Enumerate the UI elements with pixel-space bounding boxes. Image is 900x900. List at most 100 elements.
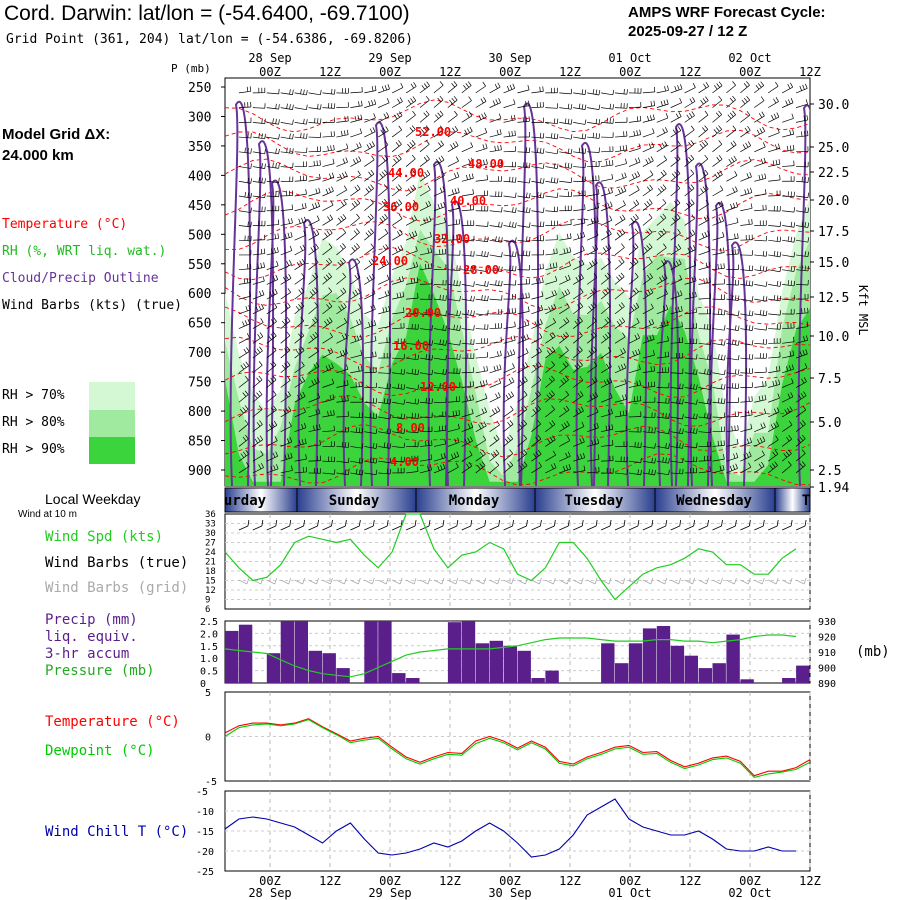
wind-barb [252, 163, 266, 169]
wind-barb [768, 351, 781, 359]
wind-barb [322, 186, 334, 197]
wind-barb-true [238, 519, 250, 531]
wind-barb [364, 443, 378, 449]
wind-barb [433, 279, 447, 286]
wind-barb [726, 233, 739, 241]
wind-barb-grid [545, 577, 556, 585]
wind-barb [447, 410, 461, 418]
wind-barb [447, 382, 461, 388]
wind-barb [684, 276, 697, 285]
wind-barb [350, 128, 363, 138]
wind-barb [670, 414, 684, 420]
wind-barb [266, 88, 280, 95]
temperature-contour [225, 158, 810, 192]
wind-barb [642, 156, 654, 167]
wind-barb [392, 354, 405, 360]
wind-barb [587, 104, 601, 110]
precip-bar [517, 650, 531, 683]
wind-barb [447, 423, 460, 433]
wind-barb [475, 190, 489, 197]
wind-barb [795, 434, 806, 447]
wind-barb [238, 291, 251, 300]
height-tick-label: 15.0 [818, 256, 849, 271]
precip-tick-label: 2.0 [200, 629, 218, 640]
wind-barb [280, 316, 291, 329]
wind-barb [754, 281, 768, 287]
wind-barb [698, 308, 711, 315]
wind-barb [545, 289, 557, 300]
wind-barb [531, 163, 545, 169]
wind-barb [517, 250, 531, 257]
wind-barb [781, 449, 792, 462]
cloud-outline [589, 181, 612, 486]
precip-bar [684, 655, 698, 683]
wind-barb-true [600, 519, 612, 531]
wind-barb [684, 82, 696, 94]
temperature-contour [225, 424, 810, 458]
wind-barb [670, 428, 684, 435]
wind-barb [740, 296, 754, 302]
wind-barb [503, 265, 517, 272]
wind-barb [587, 147, 600, 153]
wind-barb [266, 405, 277, 418]
wind-barb [378, 321, 391, 329]
wind-barb-true [364, 519, 375, 531]
wind-barb [405, 110, 416, 123]
wind-barb [531, 318, 543, 329]
wind-barb [364, 85, 377, 94]
wind-barb [475, 280, 489, 287]
wind-barb [406, 323, 419, 330]
wind-barb [740, 423, 753, 433]
wind-barb [601, 117, 614, 124]
temperature-contour [225, 365, 810, 398]
wind-barb [238, 405, 249, 418]
wind-barb [392, 275, 404, 285]
wind-barb [600, 346, 612, 359]
wind-barb [294, 422, 307, 433]
wind-barb [447, 141, 459, 153]
wind-barb [712, 81, 723, 94]
wind-barb [614, 200, 626, 212]
rh-legend-80-label: RH > 80% [2, 415, 65, 430]
wind-barb [559, 361, 569, 374]
wind-barb [600, 258, 611, 270]
wind-barb [350, 243, 360, 256]
wind-barb [252, 375, 263, 388]
wind-barb [712, 216, 724, 226]
wind-barb [406, 339, 419, 345]
wind-barb [684, 338, 698, 345]
wind-barb [698, 199, 710, 212]
wind-barb [712, 278, 725, 285]
wind-barb [364, 289, 376, 300]
wind-barb [378, 414, 392, 420]
wind-barb [754, 96, 765, 108]
wind-barb [698, 455, 711, 462]
wind-barb [628, 272, 639, 285]
wind-barb [238, 147, 252, 154]
cloud-outline [725, 241, 748, 486]
wind-barb [392, 368, 406, 375]
wind-barb [670, 184, 681, 197]
wind-barb-grid [684, 577, 696, 585]
wind-barb [461, 309, 475, 317]
wind-barb [545, 405, 555, 418]
wind-barb [726, 425, 739, 433]
wind-barb [252, 118, 266, 124]
wind-barb-grid [698, 577, 709, 585]
wind-barb [461, 96, 472, 108]
wind-barb [754, 436, 766, 447]
wind-barb [754, 204, 767, 212]
wind-barb [419, 454, 433, 462]
wind-barb [489, 392, 501, 403]
pressure-axis-label: P (mb) [171, 62, 211, 75]
wind-barb [433, 325, 447, 331]
wind-barb-true [252, 519, 264, 531]
wind-barb [600, 187, 613, 197]
wind-barb [573, 218, 586, 226]
wind-barb-true [447, 519, 459, 531]
hour-label-bottom: 00Z [739, 874, 761, 888]
wind-barb [406, 398, 420, 405]
wind-barb [740, 280, 754, 287]
wind-barb [573, 245, 585, 256]
wind-barb [336, 272, 347, 285]
